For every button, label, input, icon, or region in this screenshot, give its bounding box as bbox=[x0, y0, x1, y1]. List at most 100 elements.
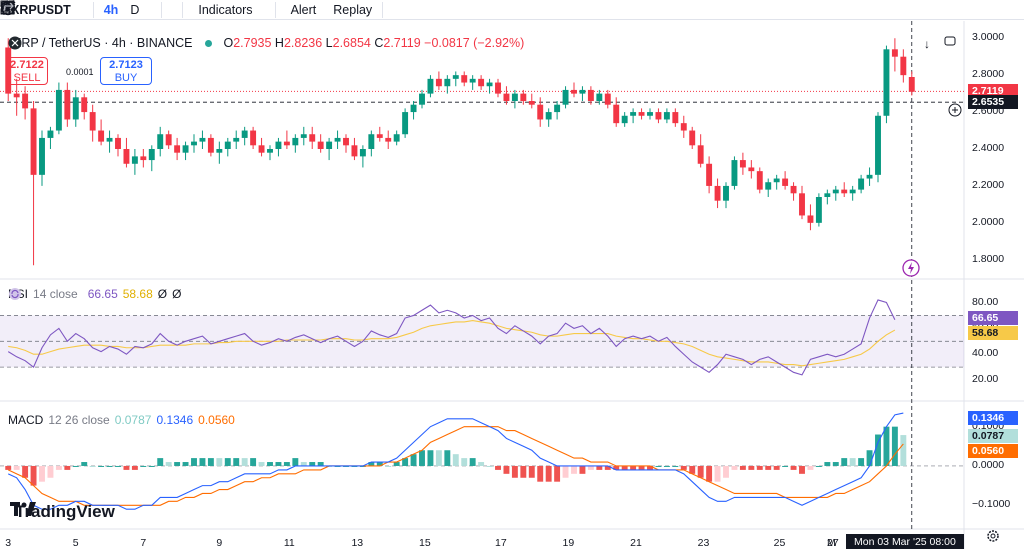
candle-body bbox=[39, 137, 45, 175]
lightning-button[interactable] bbox=[902, 259, 920, 277]
candle-body bbox=[402, 112, 409, 135]
candle-body bbox=[613, 104, 620, 124]
undo-button[interactable] bbox=[0, 0, 399, 20]
macd-line bbox=[7, 412, 904, 510]
macd-histogram-bar bbox=[258, 462, 265, 466]
layouts-button[interactable] bbox=[0, 0, 271, 20]
macd-signal-value: 0.0560 bbox=[198, 413, 235, 427]
macd-hist-badge: 0.0787 bbox=[968, 429, 1018, 443]
candle-body bbox=[131, 156, 138, 164]
compare-button[interactable] bbox=[0, 0, 89, 20]
chart-type-button[interactable] bbox=[1, 0, 178, 20]
macd-histogram-bar bbox=[233, 458, 240, 466]
date-tick-label: 25 bbox=[773, 537, 786, 549]
market-open-icon bbox=[205, 39, 213, 47]
high-label: H bbox=[274, 36, 284, 50]
macd-tick-label: −0.1000 bbox=[972, 498, 1011, 511]
chart-area[interactable]: XRP / TetherUS · 4h · BINANCE O2.7935 H2… bbox=[0, 21, 1024, 549]
chart-canvas[interactable] bbox=[0, 21, 1024, 549]
candle-body bbox=[30, 108, 37, 175]
candle-body bbox=[807, 215, 814, 223]
candle-body bbox=[554, 104, 561, 113]
macd-histogram-bar bbox=[419, 450, 425, 466]
macd-histogram-bar bbox=[174, 462, 181, 466]
date-tick-label: 23 bbox=[697, 537, 710, 549]
candle-body bbox=[832, 189, 839, 194]
macd-histogram-bar bbox=[165, 462, 172, 466]
add-price-level-button[interactable] bbox=[948, 103, 966, 121]
chart-settings-button[interactable] bbox=[986, 529, 1004, 547]
macd-histogram-bar bbox=[723, 465, 729, 478]
macd-histogram-bar bbox=[638, 465, 645, 470]
tradingview-logo[interactable]: TradingView bbox=[10, 502, 115, 522]
candle-body bbox=[241, 130, 248, 138]
candle-body bbox=[799, 193, 805, 216]
rsi-extra-2: Ø bbox=[172, 287, 182, 301]
price-tick-label: 2.4000 bbox=[972, 142, 1005, 154]
macd-histogram-bar bbox=[402, 458, 409, 466]
macd-histogram-bar bbox=[427, 450, 434, 466]
candle-body bbox=[72, 97, 79, 120]
price-tick-label: 3.0000 bbox=[972, 31, 1005, 44]
replay-button[interactable]: Replay bbox=[0, 0, 378, 20]
candle-body bbox=[723, 185, 729, 201]
candle-body bbox=[81, 97, 88, 113]
fullscreen-button[interactable] bbox=[944, 35, 962, 53]
macd-histogram-bar bbox=[275, 462, 282, 466]
high-value: 2.8236 bbox=[283, 36, 323, 50]
candle-body bbox=[790, 185, 797, 194]
date-tick-label: 3 bbox=[5, 537, 12, 549]
candle-body bbox=[680, 123, 687, 131]
candle-body bbox=[22, 93, 29, 109]
rsi-params: 14 close bbox=[33, 287, 78, 301]
macd-histogram-bar bbox=[537, 465, 544, 482]
rsi-legend: RSI 14 close 66.65 58.68 Ø Ø bbox=[8, 287, 181, 301]
macd-histogram-bar bbox=[385, 465, 392, 467]
macd-histogram-bar bbox=[647, 465, 653, 470]
arrow-down-icon: ↓ bbox=[924, 37, 930, 51]
candle-body bbox=[537, 104, 544, 120]
indicators-label: Indicators bbox=[198, 2, 253, 17]
date-tick-label: 9 bbox=[216, 537, 223, 549]
date-tick-label: 7 bbox=[140, 537, 147, 549]
date-tick-label: 19 bbox=[562, 537, 575, 549]
candle-body bbox=[908, 77, 915, 92]
macd-histogram-bar bbox=[157, 458, 164, 466]
macd-histogram-bar bbox=[900, 435, 907, 466]
candle-body bbox=[739, 160, 746, 168]
macd-histogram-bar bbox=[824, 462, 831, 466]
candle-body bbox=[191, 141, 197, 146]
alert-button[interactable]: Alert bbox=[1, 0, 323, 20]
interval-dropdown[interactable] bbox=[0, 0, 157, 20]
macd-histogram-bar bbox=[562, 465, 569, 478]
candle-body bbox=[106, 137, 113, 142]
logo-text: TradingView bbox=[15, 502, 115, 521]
macd-histogram-bar bbox=[131, 465, 138, 470]
indicators-button[interactable]: Indicators bbox=[0, 0, 258, 20]
sell-button[interactable]: 2.7122 SELL bbox=[6, 57, 48, 85]
macd-histogram-bar bbox=[30, 465, 37, 486]
macd-histogram-bar bbox=[81, 462, 88, 466]
candle-body bbox=[115, 137, 121, 149]
macd-histogram-bar bbox=[292, 458, 299, 466]
candle-body bbox=[587, 89, 594, 101]
macd-histogram-bar bbox=[596, 465, 603, 470]
candle-body bbox=[300, 134, 307, 138]
macd-histogram-bar bbox=[782, 465, 789, 467]
interval-4h[interactable]: 4h bbox=[103, 2, 119, 17]
rsi-line bbox=[7, 299, 896, 376]
candle-body bbox=[165, 134, 172, 146]
scroll-down-button[interactable]: ↓ bbox=[918, 35, 936, 53]
replay-label: Replay bbox=[333, 2, 373, 17]
macd-histogram-bar bbox=[283, 462, 290, 466]
candle-body bbox=[520, 93, 527, 101]
toolbar-divider bbox=[382, 1, 384, 18]
interval-d[interactable]: D bbox=[130, 2, 140, 17]
candle-body bbox=[250, 130, 257, 146]
candle-body bbox=[283, 141, 290, 146]
buy-button[interactable]: 2.7123 BUY bbox=[100, 57, 152, 85]
macd-histogram-bar bbox=[216, 458, 223, 466]
rsi-value: 66.65 bbox=[87, 287, 118, 301]
redo-button[interactable] bbox=[3, 0, 411, 20]
toolbar-divider bbox=[274, 1, 276, 18]
